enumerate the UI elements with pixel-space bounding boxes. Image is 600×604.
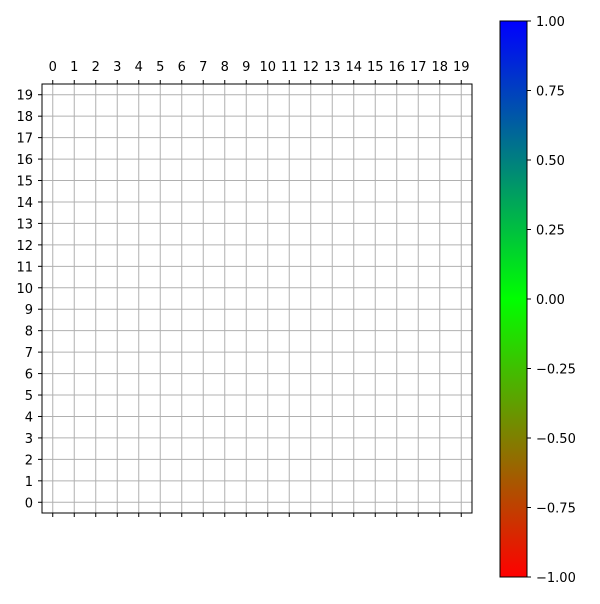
x-tick-label: 0 bbox=[49, 60, 57, 75]
colorbar-gradient bbox=[500, 21, 527, 577]
colorbar-area: −1.00 −0.75 −0.50 −0.25 0.00 0.25 0.50 0.75 1.00 bbox=[499, 15, 576, 586]
x-tick-label: 1 bbox=[70, 60, 78, 75]
y-tick-label: 14 bbox=[16, 196, 33, 211]
colorbar-tick-label: −1.00 bbox=[536, 571, 576, 586]
x-tick-label: 6 bbox=[178, 60, 186, 75]
y-tick-label: 6 bbox=[25, 368, 33, 383]
colorbar-tick-label: 0.00 bbox=[536, 293, 565, 308]
x-tick-label: 8 bbox=[221, 60, 229, 75]
plot-frame bbox=[41, 83, 473, 514]
x-tick-label: 5 bbox=[156, 60, 164, 75]
y-tick-label: 10 bbox=[16, 282, 33, 297]
plot-background bbox=[42, 84, 472, 513]
y-tick-label: 9 bbox=[25, 303, 33, 318]
y-tick-label: 5 bbox=[25, 389, 33, 404]
x-tick-label: 13 bbox=[324, 60, 341, 75]
x-tick-label: 10 bbox=[259, 60, 276, 75]
x-tick-label: 11 bbox=[281, 60, 298, 75]
colorbar-tick-label: 0.75 bbox=[536, 85, 565, 100]
y-tick-label: 4 bbox=[25, 410, 33, 425]
x-tick-label: 3 bbox=[113, 60, 121, 75]
x-tick-label: 9 bbox=[242, 60, 250, 75]
x-tick-label: 12 bbox=[302, 60, 319, 75]
x-tick-label: 7 bbox=[199, 60, 207, 75]
y-tick-label: 2 bbox=[25, 453, 33, 468]
heatmap-area: 0 1 2 3 4 5 6 7 8 9 10 11 12 13 14 15 16 17 18 190123456789… bbox=[16, 60, 473, 517]
colorbar-tick-label: −0.25 bbox=[536, 363, 576, 378]
colorbar-tick-label: −0.50 bbox=[536, 432, 576, 447]
y-tick-label: 16 bbox=[16, 153, 33, 168]
y-tick-label: 8 bbox=[25, 325, 33, 340]
y-tick-label: 7 bbox=[25, 346, 33, 361]
y-tick-label: 1 bbox=[25, 475, 33, 490]
x-tick-label: 19 bbox=[453, 60, 470, 75]
colorbar-tick-label: 1.00 bbox=[536, 15, 565, 30]
x-axis-ticks: 0 1 2 3 4 5 6 7 8 9 10 11 12 13 14 15 16 17 18 19 bbox=[49, 60, 470, 517]
x-tick-label: 15 bbox=[367, 60, 384, 75]
y-tick-label: 15 bbox=[16, 175, 33, 190]
y-tick-label: 0 bbox=[25, 496, 33, 511]
colorbar-tick-label: 0.25 bbox=[536, 224, 565, 239]
x-tick-label: 2 bbox=[92, 60, 100, 75]
x-tick-label: 17 bbox=[410, 60, 427, 75]
x-tick-label: 14 bbox=[345, 60, 362, 75]
y-tick-label: 17 bbox=[16, 132, 33, 147]
x-tick-label: 18 bbox=[431, 60, 448, 75]
y-tick-label: 13 bbox=[16, 217, 33, 232]
y-tick-label: 11 bbox=[16, 260, 33, 275]
y-tick-label: 3 bbox=[25, 432, 33, 447]
y-tick-label: 12 bbox=[16, 239, 33, 254]
y-tick-label: 19 bbox=[16, 89, 33, 104]
colorbar-tick-label: −0.75 bbox=[536, 502, 576, 517]
y-tick-label: 18 bbox=[16, 110, 33, 125]
x-tick-label: 16 bbox=[388, 60, 405, 75]
x-tick-label: 4 bbox=[135, 60, 143, 75]
colorbar-tick-label: 0.50 bbox=[536, 154, 565, 169]
gridlines bbox=[42, 84, 472, 513]
